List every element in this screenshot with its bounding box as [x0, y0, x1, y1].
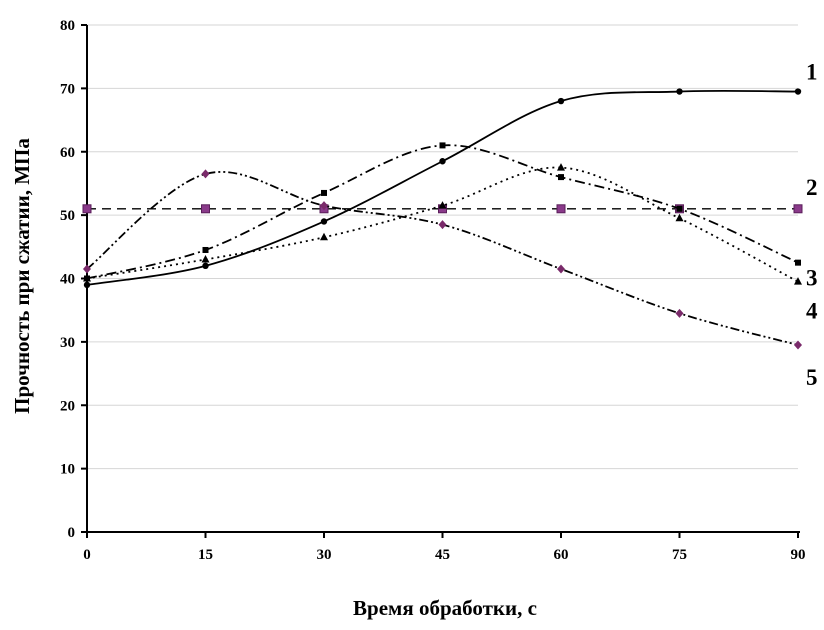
- series-line-5: [86, 171, 799, 346]
- x-tick-label: 15: [198, 547, 213, 563]
- y-tick-label: 0: [68, 525, 76, 541]
- data-point-series-1: [320, 218, 328, 225]
- series-label-5: 5: [806, 365, 818, 390]
- x-tick-label: 90: [791, 547, 806, 563]
- data-point-series-2: [793, 204, 803, 214]
- grid: [87, 24, 798, 470]
- y-tick-label: 10: [60, 462, 75, 478]
- y-tick-label: 30: [60, 335, 75, 351]
- data-point-series-1: [557, 97, 565, 105]
- y-tick-label: 50: [60, 208, 75, 224]
- data-point-series-3: [321, 189, 327, 196]
- data-point-series-5: [201, 169, 210, 179]
- plot-area: [82, 88, 803, 350]
- data-point-series-4: [201, 254, 210, 263]
- series-label-4: 4: [806, 299, 818, 324]
- data-point-series-1: [676, 88, 683, 95]
- data-point-series-1: [794, 88, 802, 95]
- series-label-1: 1: [806, 60, 818, 85]
- data-point-series-1: [439, 158, 446, 165]
- x-tick-labels: 0 15 30 45 60 75 90: [83, 547, 805, 563]
- data-point-series-2: [201, 204, 210, 214]
- x-tick-label: 45: [435, 547, 450, 563]
- data-point-series-3: [676, 205, 683, 212]
- data-point-series-5: [320, 201, 328, 211]
- y-tick-label: 40: [60, 272, 75, 288]
- data-point-series-4: [438, 201, 447, 209]
- data-point-series-1: [83, 281, 91, 289]
- x-tick-label: 60: [554, 547, 569, 563]
- data-point-series-4: [557, 163, 565, 171]
- data-point-series-5: [794, 340, 802, 350]
- data-point-series-3: [558, 174, 564, 181]
- y-tick-label: 60: [60, 145, 75, 161]
- x-tick-label: 30: [317, 547, 332, 563]
- data-point-series-1: [202, 262, 209, 270]
- y-tick-labels: 0 10 20 30 40 50 60 70 80: [60, 18, 75, 541]
- data-point-series-2: [82, 204, 92, 214]
- x-tick-label: 0: [83, 547, 91, 563]
- data-point-series-3: [202, 246, 209, 253]
- y-tick-label: 70: [60, 81, 75, 97]
- data-point-series-2: [556, 204, 566, 214]
- y-tick-label: 20: [60, 398, 75, 414]
- data-point-series-5: [675, 308, 684, 318]
- series-line-1: [86, 89, 799, 286]
- data-point-series-3: [795, 259, 801, 266]
- data-point-series-5: [438, 220, 447, 230]
- data-point-series-4: [320, 232, 328, 241]
- axes: [81, 24, 800, 538]
- data-point-series-4: [83, 274, 91, 282]
- x-tick-label: 75: [672, 547, 687, 563]
- series-label-2: 2: [806, 175, 818, 200]
- data-point-series-4: [675, 213, 684, 222]
- data-point-series-5: [557, 264, 565, 274]
- y-tick-label: 80: [60, 18, 75, 34]
- series-labels: 1 2 3 4 5: [806, 60, 818, 391]
- data-point-series-3: [439, 142, 446, 149]
- series-label-3: 3: [806, 266, 818, 291]
- x-axis-label: Время обработки, с: [353, 596, 537, 620]
- data-point-series-4: [794, 277, 802, 285]
- data-point-series-5: [83, 264, 91, 274]
- y-axis-label: Прочность при сжатии, МПа: [10, 138, 34, 414]
